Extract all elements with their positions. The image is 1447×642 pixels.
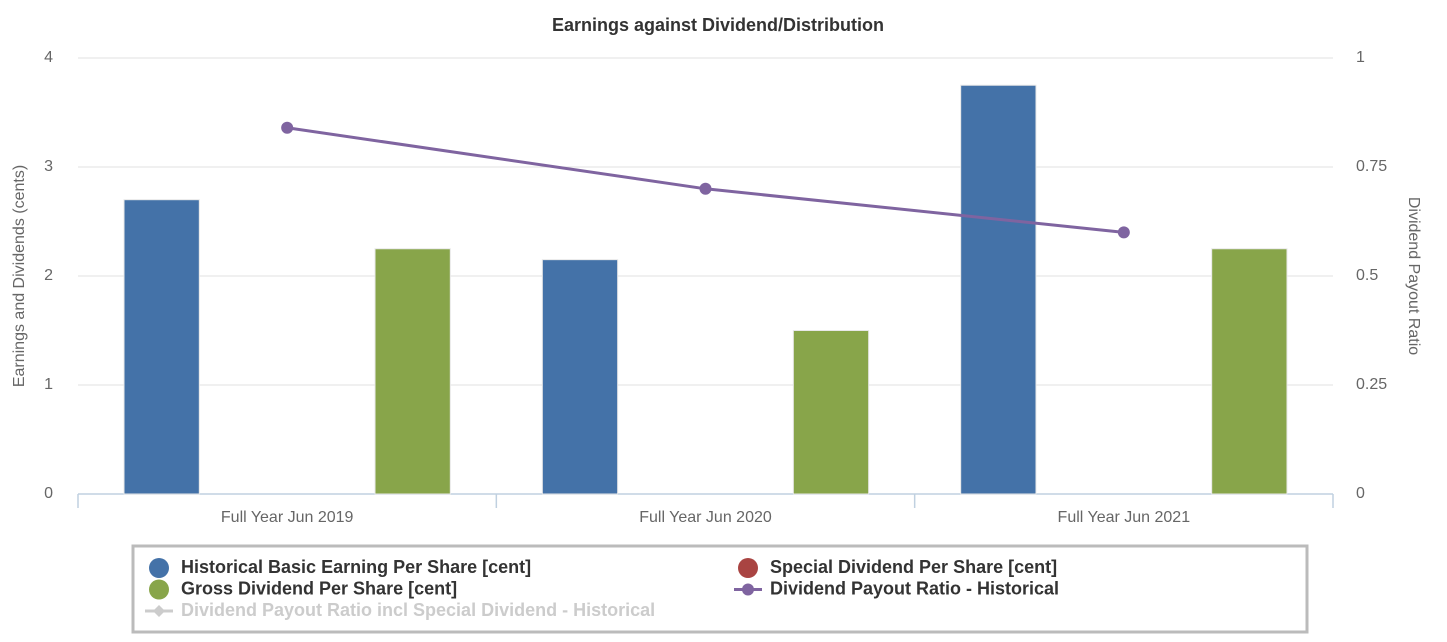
line-point bbox=[699, 182, 712, 195]
y2-tick-label: 0.75 bbox=[1356, 158, 1387, 175]
y2-tick-label: 0 bbox=[1356, 485, 1365, 502]
x-tick-label: Full Year Jun 2019 bbox=[221, 509, 354, 526]
x-tick-label: Full Year Jun 2020 bbox=[639, 509, 772, 526]
bar bbox=[374, 248, 451, 495]
legend-marker bbox=[153, 605, 165, 617]
legend-label[interactable]: Gross Dividend Per Share [cent] bbox=[181, 578, 457, 598]
line-point bbox=[281, 121, 294, 134]
bar bbox=[1211, 248, 1288, 495]
y-tick-label: 4 bbox=[44, 49, 53, 66]
bar bbox=[792, 330, 870, 495]
bar bbox=[123, 199, 200, 495]
bar bbox=[541, 259, 619, 495]
y2-axis-label: Dividend Payout Ratio bbox=[1405, 197, 1422, 355]
legend-marker bbox=[738, 558, 758, 578]
bar bbox=[960, 84, 1037, 495]
line-point bbox=[1117, 226, 1130, 239]
y-tick-label: 0 bbox=[44, 485, 53, 502]
y2-tick-label: 0.5 bbox=[1356, 267, 1378, 284]
legend-box bbox=[131, 544, 1309, 634]
legend-marker bbox=[742, 583, 754, 596]
legend-marker bbox=[149, 558, 169, 578]
chart-title: Earnings against Dividend/Distribution bbox=[552, 15, 884, 35]
x-tick-label: Full Year Jun 2021 bbox=[1058, 509, 1191, 526]
legend-marker bbox=[149, 579, 169, 600]
y-axis-label: Earnings and Dividends (cents) bbox=[11, 165, 28, 387]
y-tick-label: 2 bbox=[44, 267, 53, 284]
y2-tick-label: 1 bbox=[1356, 49, 1365, 66]
legend-label[interactable]: Historical Basic Earning Per Share [cent… bbox=[181, 557, 531, 577]
legend-label[interactable]: Dividend Payout Ratio - Historical bbox=[770, 578, 1059, 598]
y-tick-label: 1 bbox=[44, 376, 53, 393]
y-tick-label: 3 bbox=[44, 158, 53, 175]
y2-tick-label: 0.25 bbox=[1356, 376, 1387, 393]
legend-label[interactable]: Dividend Payout Ratio incl Special Divid… bbox=[181, 600, 655, 620]
legend-label[interactable]: Special Dividend Per Share [cent] bbox=[770, 557, 1057, 577]
